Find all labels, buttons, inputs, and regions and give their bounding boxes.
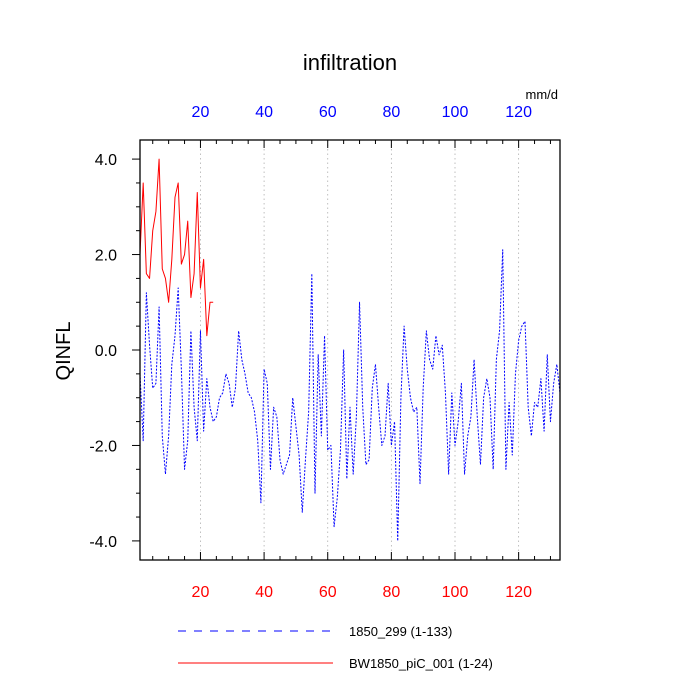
x-tick-label-top-80: 80 (382, 104, 400, 121)
y-tick-label-0: -4.0 (89, 534, 117, 551)
y-tick-label-3: 2.0 (95, 248, 117, 265)
y-tick-label-2: 0.0 (95, 343, 117, 360)
y-tick-label-1: -2.0 (89, 438, 117, 455)
x-tick-label-bottom-20: 20 (192, 584, 210, 601)
series-line-1 (139, 158, 214, 337)
units-label: mm/d (526, 87, 559, 102)
x-tick-label-bottom-60: 60 (319, 584, 337, 601)
x-tick-label-bottom-120: 120 (505, 584, 532, 601)
x-tick-label-top-120: 120 (505, 104, 532, 121)
legend: 1850_299 (1-133) BW1850_piC_001 (1-24) (178, 624, 493, 671)
chart-title: infiltration (303, 50, 397, 75)
x-tick-label-bottom-40: 40 (255, 584, 273, 601)
x-tick-label-top-40: 40 (255, 104, 273, 121)
y-tick-label-4: 4.0 (95, 152, 117, 169)
y-axis-label: QINFL (53, 322, 75, 381)
x-tick-label-top-20: 20 (192, 104, 210, 121)
x-tick-label-top-100: 100 (442, 104, 469, 121)
grid-lines (200, 140, 520, 560)
tick-labels: 20 20 40 40 60 60 80 80 100 100 120 120 -4.0 -2.0 0.0 2… (89, 104, 532, 601)
plot-frame (139, 139, 561, 561)
axis-ticks (132, 140, 551, 560)
legend-label-1850-299: 1850_299 (1-133) (349, 624, 452, 639)
x-tick-label-top-60: 60 (319, 104, 337, 121)
x-tick-label-bottom-80: 80 (382, 584, 400, 601)
series-line-0 (139, 249, 561, 542)
legend-label-bw1850-pic-001: BW1850_piC_001 (1-24) (349, 656, 493, 671)
plot-series (139, 158, 561, 542)
x-tick-label-bottom-100: 100 (442, 584, 469, 601)
